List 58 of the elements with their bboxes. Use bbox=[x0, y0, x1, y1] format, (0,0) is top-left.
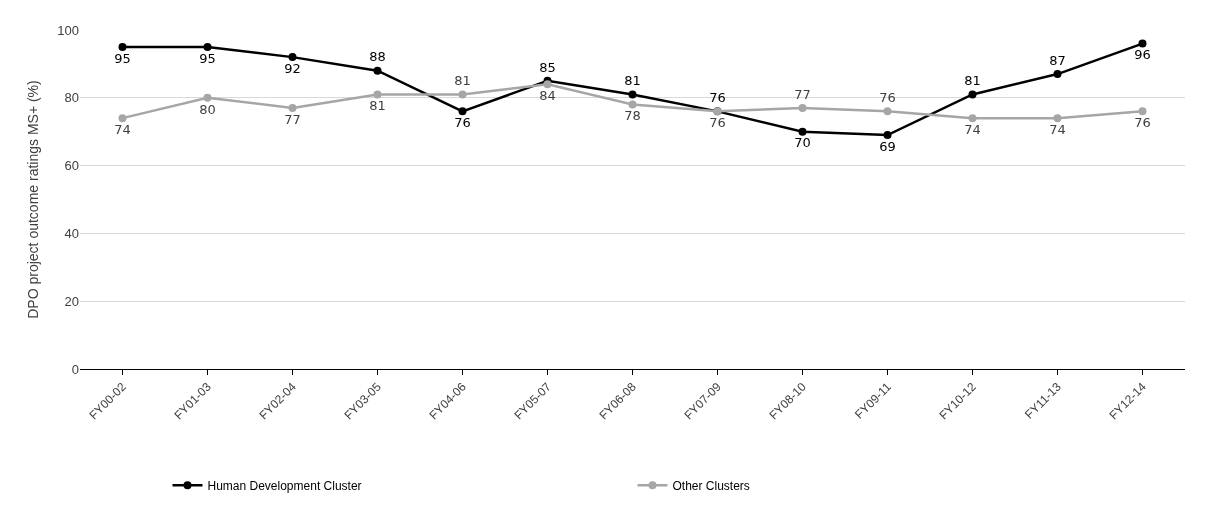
data-label: 87 bbox=[1049, 52, 1066, 68]
y-axis-title: DPO project outcome ratings MS+ (%) bbox=[24, 80, 41, 319]
y-tick-label: 60 bbox=[64, 158, 79, 174]
point bbox=[628, 100, 637, 109]
point bbox=[373, 90, 382, 99]
point bbox=[543, 80, 552, 89]
point bbox=[968, 90, 977, 99]
point bbox=[883, 131, 892, 140]
data-label: 81 bbox=[624, 73, 641, 89]
point bbox=[883, 107, 892, 116]
data-label: 95 bbox=[114, 50, 131, 66]
data-label: 88 bbox=[369, 49, 386, 65]
point bbox=[118, 114, 127, 123]
point bbox=[288, 53, 297, 62]
data-label: 81 bbox=[964, 73, 981, 89]
point bbox=[1138, 39, 1147, 48]
y-tick-label: 20 bbox=[64, 293, 79, 309]
data-label: 77 bbox=[794, 86, 811, 102]
data-label: 76 bbox=[709, 90, 726, 106]
point bbox=[203, 93, 212, 102]
point bbox=[458, 107, 467, 116]
point bbox=[373, 66, 382, 75]
y-tick-label: 0 bbox=[71, 361, 79, 377]
data-label: 81 bbox=[369, 98, 386, 114]
data-label: 95 bbox=[199, 50, 216, 66]
point bbox=[798, 103, 807, 112]
point bbox=[1053, 70, 1062, 79]
point bbox=[118, 42, 127, 51]
data-label: 74 bbox=[1049, 121, 1066, 137]
data-label: 76 bbox=[709, 115, 726, 131]
data-label: 85 bbox=[539, 59, 556, 75]
data-label: 76 bbox=[454, 115, 471, 131]
data-label: 76 bbox=[1134, 115, 1151, 131]
data-label: 70 bbox=[794, 135, 811, 151]
data-label: 80 bbox=[199, 101, 216, 117]
data-label: 74 bbox=[964, 121, 981, 137]
point bbox=[288, 103, 297, 112]
legend-label: Human Development Cluster bbox=[207, 478, 362, 493]
point bbox=[798, 127, 807, 136]
point bbox=[968, 114, 977, 123]
point bbox=[458, 90, 467, 99]
y-tick-label: 40 bbox=[64, 225, 79, 241]
data-label: 74 bbox=[114, 121, 131, 137]
y-tick-label: 100 bbox=[57, 22, 79, 38]
point bbox=[1053, 114, 1062, 123]
data-label: 96 bbox=[1134, 47, 1151, 63]
point bbox=[1138, 107, 1147, 116]
y-tick-label: 80 bbox=[64, 90, 79, 106]
point bbox=[628, 90, 637, 99]
data-label: 69 bbox=[879, 138, 896, 154]
data-label: 81 bbox=[454, 73, 471, 89]
data-label: 92 bbox=[284, 60, 301, 76]
data-label: 78 bbox=[624, 108, 641, 124]
data-label: 84 bbox=[539, 87, 556, 103]
data-label: 77 bbox=[284, 111, 301, 127]
legend-label: Other Clusters bbox=[672, 478, 750, 493]
data-label: 76 bbox=[879, 90, 896, 106]
point bbox=[203, 42, 212, 51]
